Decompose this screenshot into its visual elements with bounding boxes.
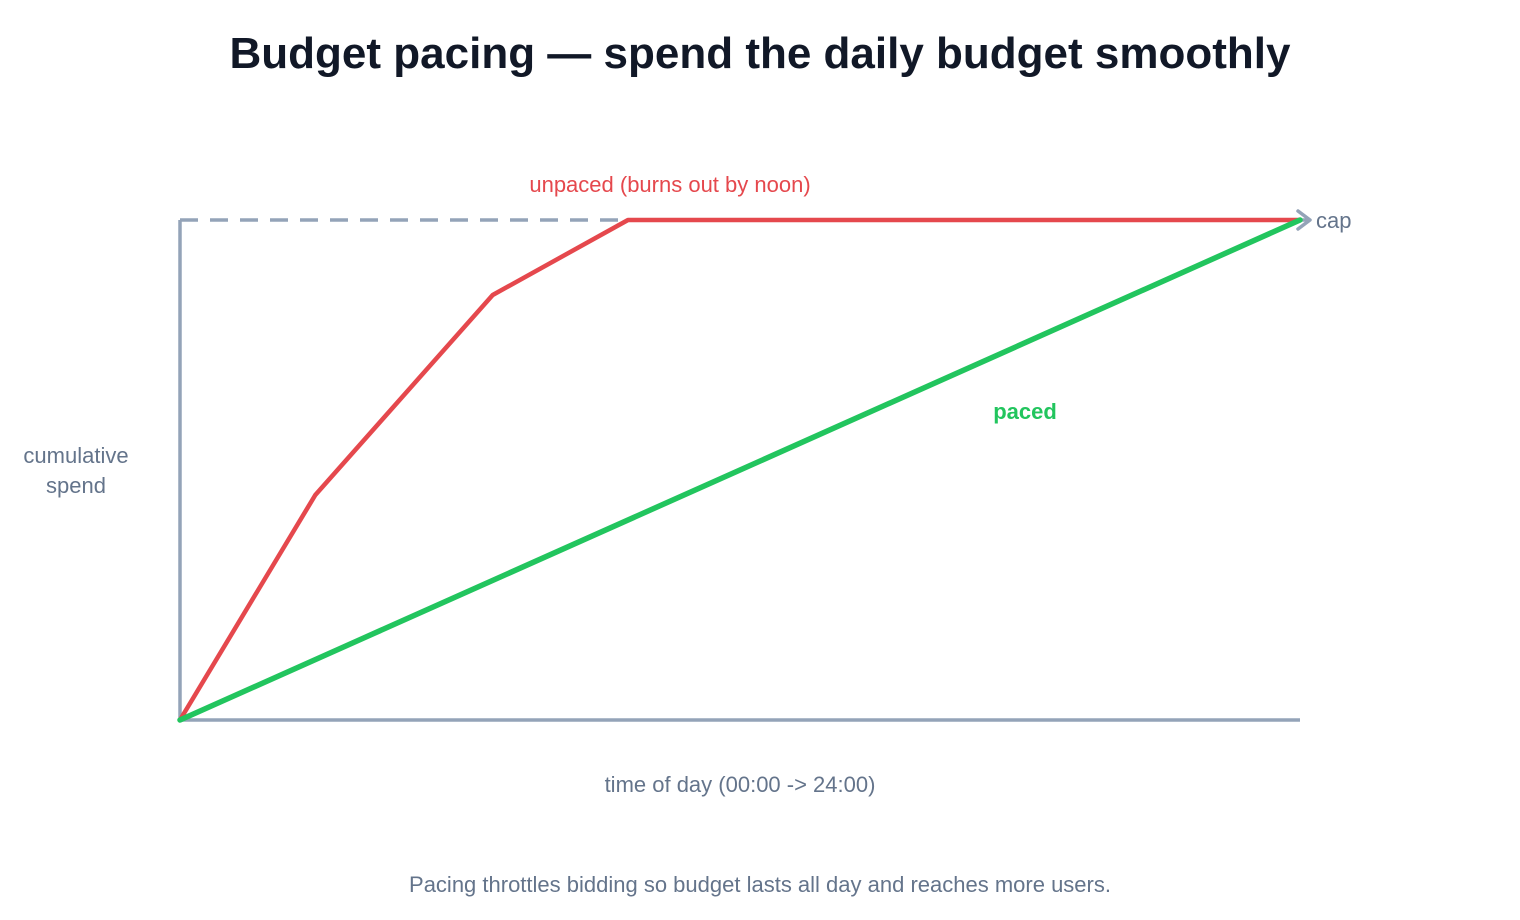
series-line-1 bbox=[177, 217, 1303, 723]
chart-title: Budget pacing — spend the daily budget s… bbox=[230, 29, 1291, 78]
cap-arrowhead bbox=[1296, 209, 1312, 231]
series-layer: unpaced (burns out by noon) paced bbox=[177, 172, 1303, 723]
x-axis-label: time of day (00:00 -> 24:00) bbox=[605, 772, 876, 797]
y-axis-label-line-1: cumulative bbox=[23, 443, 128, 468]
series-label-1: paced bbox=[993, 399, 1057, 424]
cap-label: cap bbox=[1316, 208, 1351, 233]
series-line-0 bbox=[177, 217, 1303, 723]
series-label-0: unpaced (burns out by noon) bbox=[529, 172, 810, 197]
chart-caption: Pacing throttles bidding so budget lasts… bbox=[409, 872, 1111, 897]
y-axis-label-line-2: spend bbox=[46, 473, 106, 498]
